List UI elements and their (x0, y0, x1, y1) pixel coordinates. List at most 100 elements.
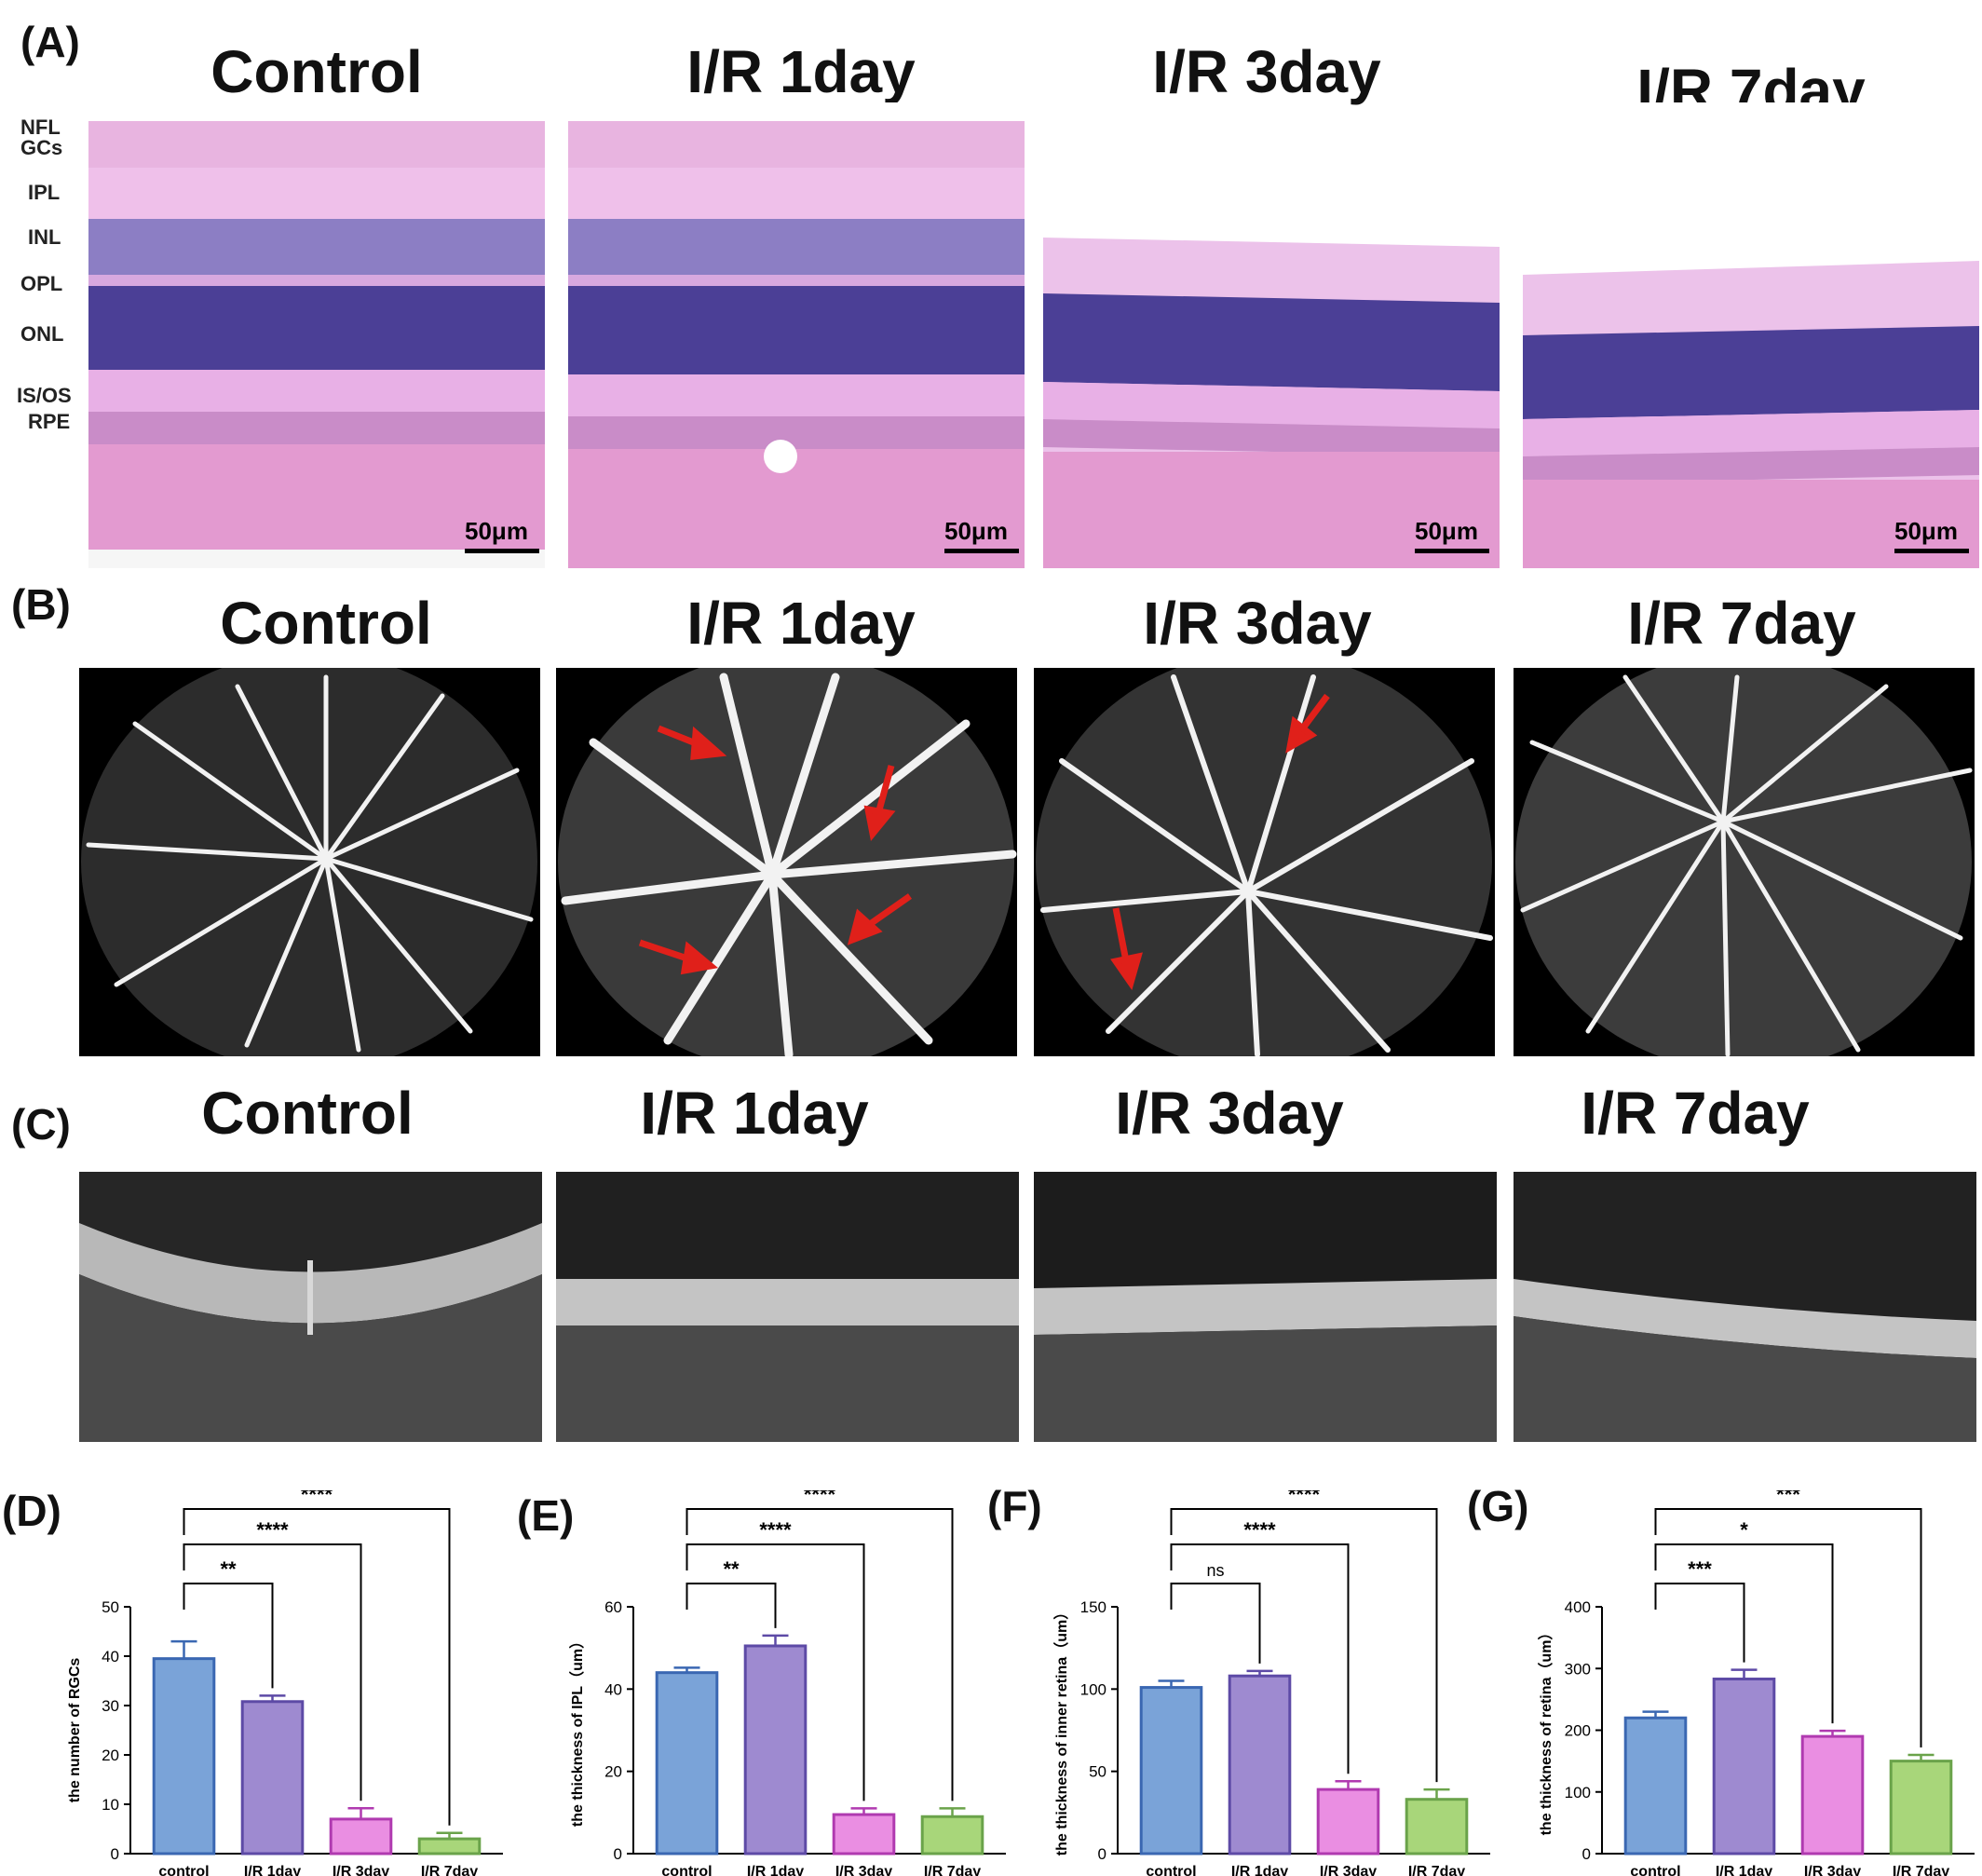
histology-svg-ir7 (1523, 102, 1979, 568)
y-tick-label: 0 (614, 1845, 622, 1863)
scalebar-ir7: 50μm (1891, 517, 1975, 558)
x-tick-label: I/R 1day (747, 1864, 804, 1876)
x-tick-label: I/R 7day (421, 1864, 478, 1876)
y-tick-label: 50 (102, 1598, 119, 1616)
panel-label-c: (C) (11, 1100, 71, 1149)
scalebar-line (944, 549, 1019, 553)
panel-label-f: (F) (987, 1482, 1042, 1530)
oct-title-control: Control (201, 1080, 414, 1147)
y-axis-label: the thickness of inner retina（um） (1053, 1605, 1070, 1856)
significance-bracket (183, 1508, 451, 1826)
scalebar-label: 50μm (1415, 517, 1478, 545)
scalebar-control: 50μm (461, 517, 545, 558)
significance-bracket (1654, 1508, 1922, 1747)
significance-bracket (1170, 1543, 1350, 1774)
significance-label: **** (804, 1490, 836, 1506)
angio-svg-control (79, 668, 540, 1056)
bar-i-r-7day (920, 1815, 984, 1856)
significance-bracket (686, 1583, 777, 1628)
y-tick-label: 200 (1565, 1722, 1591, 1740)
oct-title-ir3: I/R 3day (1115, 1080, 1344, 1147)
angio-title-ir3: I/R 3day (1143, 590, 1372, 657)
x-tick-label: I/R 1day (1231, 1864, 1288, 1876)
scalebar-line (465, 549, 539, 553)
y-axis-label: the thickness of IPL（um） (569, 1634, 586, 1827)
angio-title-ir7: I/R 7day (1627, 590, 1856, 657)
x-tick-label: I/R 7day (1408, 1864, 1465, 1876)
significance-label: **** (1288, 1490, 1321, 1506)
bar-i-r-1day (1228, 1674, 1292, 1856)
scalebar-label: 50μm (465, 517, 528, 545)
red-arrows (1110, 693, 1330, 991)
significance-label: ns (1206, 1561, 1224, 1580)
bar-chart-rgcs: 0 10 20 30 40 50 the number of RGCs control I/R … (67, 1490, 503, 1876)
y-tick-label: 400 (1565, 1598, 1591, 1616)
bar-control (152, 1657, 216, 1856)
histology-image-control (88, 112, 545, 568)
layer-label-opl: OPL (20, 272, 63, 295)
histology-svg-ir1 (568, 102, 1025, 568)
red-arrows (638, 725, 913, 975)
y-tick-label: 60 (604, 1598, 622, 1616)
y-tick-label: 20 (102, 1747, 119, 1764)
oct-title-ir1: I/R 1day (640, 1080, 869, 1147)
angio-svg-ir3 (1034, 668, 1495, 1056)
panel-label-g: (G) (1467, 1482, 1529, 1530)
significance-label: ** (723, 1557, 740, 1581)
scalebar-label: 50μm (1894, 517, 1958, 545)
layer-label-nfl: NFL (20, 116, 61, 139)
histology-svg-ir3 (1043, 112, 1500, 568)
layer-label-gcs: GCs (20, 136, 63, 159)
scalebar-ir3: 50μm (1411, 517, 1495, 558)
significance-label: **** (256, 1518, 289, 1542)
x-tick-label: control (661, 1864, 712, 1876)
y-tick-label: 0 (1582, 1845, 1591, 1863)
y-tick-label: 30 (102, 1697, 119, 1715)
y-tick-label: 0 (111, 1845, 119, 1863)
bar-chart-inner-retina: 0 50 100 150 the thickness of inner retina（u… (1053, 1490, 1490, 1876)
y-tick-label: 40 (102, 1648, 119, 1665)
layer-label-onl: ONL (20, 322, 64, 346)
significance-bracket (183, 1583, 274, 1689)
significance-bracket (1654, 1543, 1834, 1724)
y-tick-label: 100 (1565, 1784, 1591, 1801)
x-tick-label: I/R 3day (1320, 1864, 1377, 1876)
bar-i-r-3day (1316, 1788, 1380, 1856)
bar-i-r-7day (1405, 1798, 1469, 1856)
significance-label: * (1740, 1518, 1748, 1542)
bar-i-r-1day (240, 1700, 305, 1856)
bar-i-r-7day (417, 1837, 482, 1856)
oct-svg-ir1 (556, 1172, 1019, 1442)
significance-bracket (686, 1543, 865, 1801)
histology-title-ir3: I/R 3day (1152, 38, 1381, 105)
bar-i-r-1day (1712, 1678, 1776, 1856)
significance-label: **** (301, 1490, 333, 1506)
significance-label: *** (1688, 1557, 1712, 1581)
layer-label-ipl: IPL (28, 181, 61, 204)
x-tick-label: I/R 3day (835, 1864, 892, 1876)
y-tick-label: 100 (1080, 1680, 1106, 1698)
angio-image-ir7 (1514, 668, 1975, 1056)
significance-bracket (1170, 1508, 1438, 1783)
significance-bracket (1654, 1583, 1745, 1663)
histology-image-ir7 (1523, 102, 1979, 568)
scalebar-ir1: 50μm (941, 517, 1025, 558)
histology-svg-control (88, 112, 545, 568)
x-tick-label: I/R 3day (1804, 1864, 1861, 1876)
histology-image-ir1 (568, 102, 1025, 568)
layer-label-rpe: RPE (28, 410, 71, 433)
x-tick-label: control (1630, 1864, 1680, 1876)
x-tick-label: I/R 7day (924, 1864, 981, 1876)
bar-control (655, 1671, 719, 1856)
y-tick-label: 0 (1098, 1845, 1106, 1863)
bar-chart-ipl: 0 20 40 60 the thickness of IPL（um） control I/… (569, 1490, 1006, 1876)
y-tick-label: 150 (1080, 1598, 1106, 1616)
bar-i-r-1day (743, 1644, 808, 1856)
oct-image-control (79, 1172, 542, 1442)
histology-title-control: Control (210, 38, 423, 105)
bar-control (1139, 1686, 1203, 1856)
y-tick-label: 10 (102, 1796, 119, 1814)
bar-i-r-3day (832, 1813, 896, 1856)
y-tick-label: 300 (1565, 1660, 1591, 1678)
significance-bracket (1170, 1583, 1261, 1664)
